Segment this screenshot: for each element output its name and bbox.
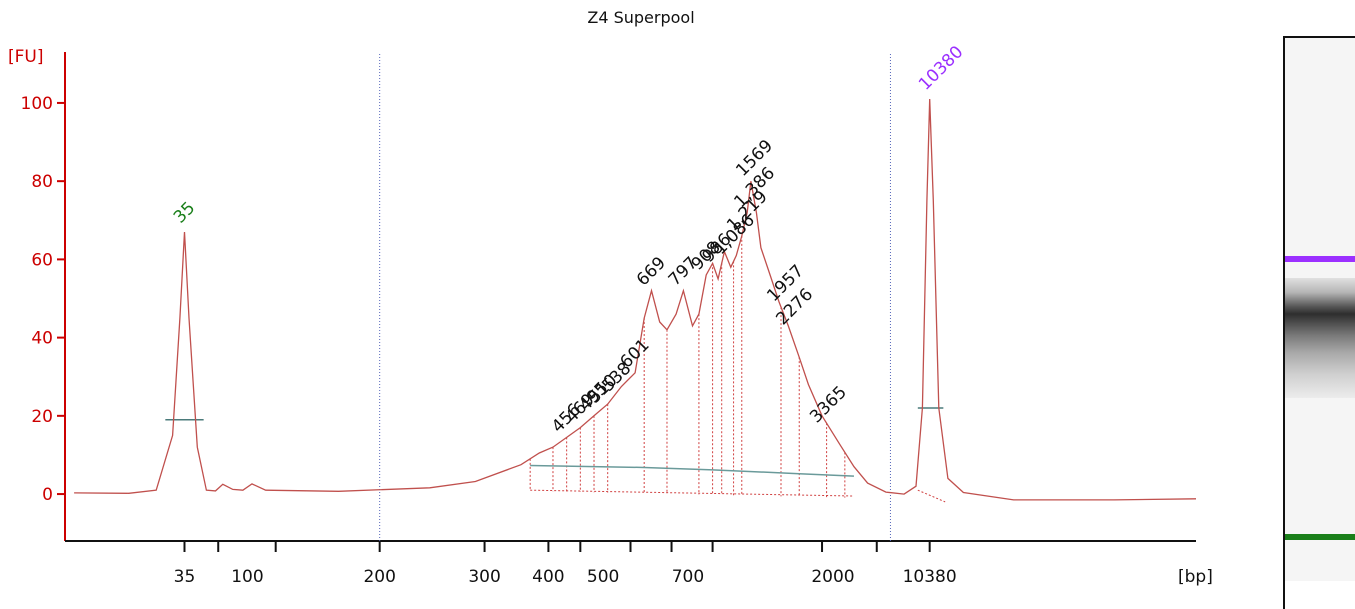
x-tick-label: 2000 (811, 567, 854, 587)
axes: 0 20 40 60 80 100 35 100 200 300 400 500 700 2000 1038… (21, 52, 1196, 587)
y-tick-label: 20 (31, 407, 53, 427)
x-tick-label: 400 (532, 567, 564, 587)
y-axis-label: [FU] (8, 47, 44, 67)
marker-peak-label: 35 (170, 198, 199, 227)
series-line (74, 98, 1197, 501)
marker-baseline (917, 489, 946, 503)
y-tick-label: 40 (31, 329, 53, 349)
x-tick-label: 10380 (903, 567, 957, 587)
x-tick-label: 35 (174, 567, 196, 587)
x-axis-label: [bp] (1178, 567, 1213, 587)
peak-label: 3365 (806, 382, 851, 427)
peak-integration-bar (530, 464, 854, 477)
marker-peak-label: 10380 (915, 42, 967, 94)
series-group (74, 98, 1197, 501)
y-tick-label: 80 (31, 172, 53, 192)
y-tick-label: 0 (42, 485, 53, 505)
chart-title: Z4 Superpool (587, 8, 694, 27)
y-tick-label: 60 (31, 250, 53, 270)
y-tick-label: 100 (21, 94, 53, 114)
gel-lane (1285, 38, 1355, 581)
gel-upper-marker-band (1285, 256, 1355, 262)
x-tick-label: 300 (468, 567, 500, 587)
peak-label: 669 (633, 253, 670, 290)
peak-labels: 35103804564694955105386016697979089861,0… (170, 42, 968, 437)
peak-baseline (530, 489, 854, 497)
x-tick-label: 500 (587, 567, 619, 587)
x-tick-label: 100 (231, 567, 263, 587)
peak-region-lines (165, 235, 946, 503)
gel-sample-smear (1285, 278, 1355, 398)
gel-image (1283, 36, 1355, 609)
x-tick-label: 200 (363, 567, 395, 587)
gel-lower-marker-band (1285, 534, 1355, 540)
x-tick-label: 700 (672, 567, 704, 587)
electropherogram: Z4 Superpool [FU] [bp] 0 20 40 60 80 100 35 100… (8, 8, 1213, 587)
